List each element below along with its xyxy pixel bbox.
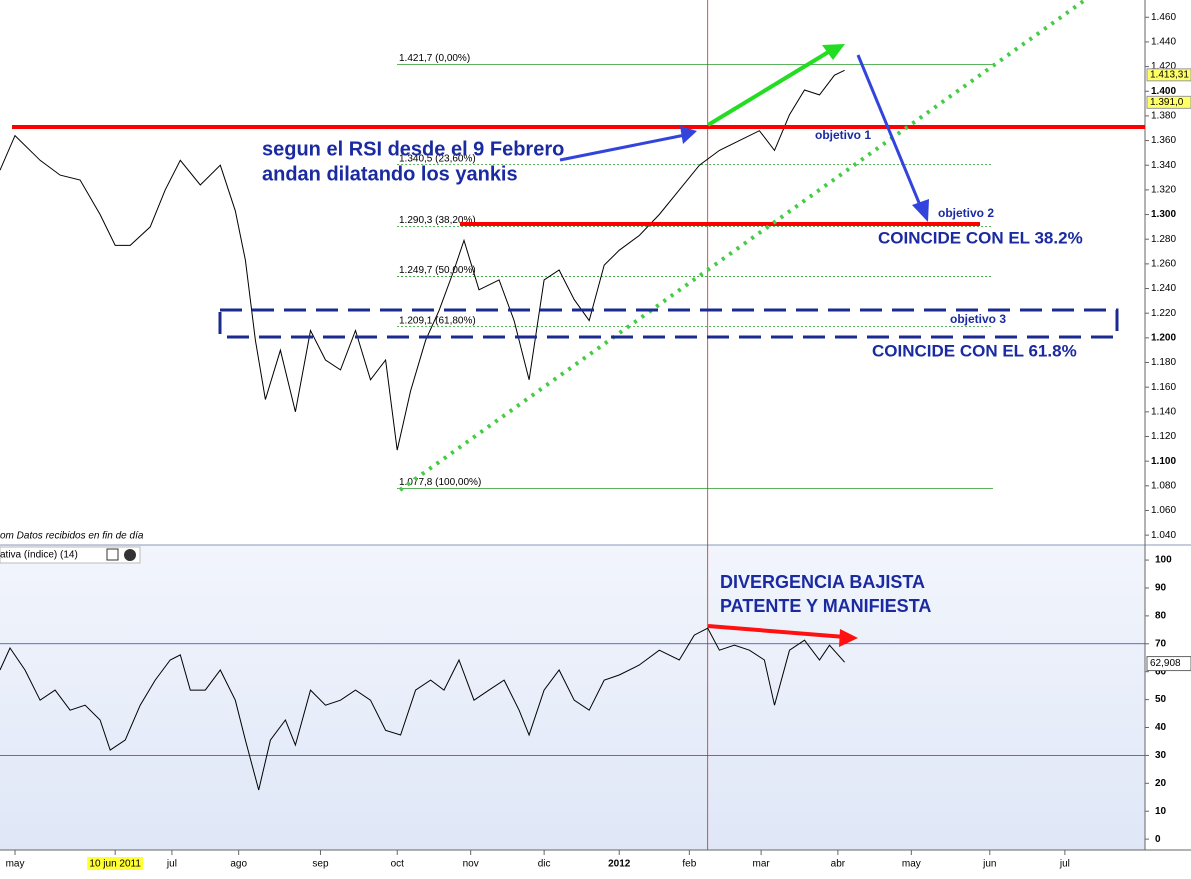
y-tick-label: 90 bbox=[1155, 583, 1167, 594]
last-tag-label: 62,908 bbox=[1150, 658, 1181, 669]
x-tick-label: dic bbox=[538, 859, 551, 870]
y-tick-label: 1.160 bbox=[1151, 382, 1176, 393]
x-tick-highlight bbox=[87, 857, 144, 870]
annotation: segun el RSI desde el 9 Febrero bbox=[262, 138, 564, 160]
x-tick-label: may bbox=[902, 859, 921, 870]
price-tag-label: 1.391,0 bbox=[1150, 97, 1184, 108]
y-tick-label: 1.420 bbox=[1151, 61, 1176, 72]
divergence-arrow bbox=[707, 624, 846, 639]
annotation: PATENTE Y MANIFIESTA bbox=[720, 596, 931, 616]
y-tick-label: 1.140 bbox=[1151, 406, 1176, 417]
y-tick-label: 1.080 bbox=[1151, 480, 1176, 491]
y-tick-label: 1.240 bbox=[1151, 283, 1176, 294]
price-tag bbox=[1146, 95, 1191, 109]
y-tick-label: 1.100 bbox=[1151, 456, 1176, 467]
x-tick-label: oct bbox=[391, 859, 405, 870]
y-tick-label: 1.060 bbox=[1151, 505, 1176, 516]
fib-label: 1.249,7 (50,00%) bbox=[399, 265, 476, 276]
pointer-arrow bbox=[559, 133, 686, 162]
x-tick-label: feb bbox=[682, 859, 696, 870]
x-tick-label: jun bbox=[982, 859, 996, 870]
x-tick-label: ago bbox=[230, 859, 247, 870]
arrowhead bbox=[839, 629, 858, 647]
y-tick-label: 0 bbox=[1155, 834, 1161, 845]
arrowhead bbox=[822, 44, 845, 60]
price-line bbox=[0, 69, 845, 451]
x-tick-label: may bbox=[6, 859, 25, 870]
x-tick-label: 2012 bbox=[608, 859, 631, 870]
y-tick-label: 1.040 bbox=[1151, 530, 1176, 541]
y-tick-label: 20 bbox=[1155, 778, 1167, 789]
y-tick-label: 50 bbox=[1155, 694, 1167, 705]
x-tick-label: jul bbox=[1059, 859, 1070, 870]
indicator-label: ativa (índice) (14) bbox=[0, 550, 78, 561]
y-tick-label: 40 bbox=[1155, 722, 1167, 733]
zone-box bbox=[218, 308, 1119, 339]
annotation: objetivo 3 bbox=[950, 312, 1006, 326]
y-tick-label: 100 bbox=[1155, 555, 1172, 566]
price-panel bbox=[0, 0, 1145, 545]
x-tick-label: abr bbox=[831, 859, 846, 870]
fib-label: 1.290,3 (38,20%) bbox=[399, 215, 476, 226]
y-tick-label: 70 bbox=[1155, 638, 1167, 649]
annotation: objetivo 1 bbox=[815, 128, 871, 142]
y-tick-label: 1.340 bbox=[1151, 160, 1176, 171]
close-icon[interactable] bbox=[124, 549, 136, 561]
annotation: objetivo 2 bbox=[938, 206, 994, 220]
last-tag bbox=[1146, 656, 1191, 672]
fib-label: 1.077,8 (100,00%) bbox=[399, 477, 481, 488]
y-tick-label: 1.220 bbox=[1151, 308, 1176, 319]
y-tick-label: 1.320 bbox=[1151, 185, 1176, 196]
annotation: andan dilatando los yankis bbox=[262, 163, 518, 185]
window-icon[interactable] bbox=[106, 548, 119, 561]
x-tick-label: 10 jun 2011 bbox=[89, 859, 141, 870]
x-tick-label: sep bbox=[312, 859, 329, 870]
up-arrow bbox=[706, 46, 837, 127]
arrowhead bbox=[680, 126, 697, 144]
y-tick-label: 1.180 bbox=[1151, 357, 1176, 368]
x-tick-label: jul bbox=[166, 859, 177, 870]
price-tag bbox=[1146, 68, 1191, 82]
arrowhead bbox=[912, 199, 929, 222]
y-tick-label: 1.200 bbox=[1151, 332, 1176, 343]
fib-label: 1.340,5 (23,60%) bbox=[399, 153, 476, 164]
y-tick-label: 80 bbox=[1155, 611, 1167, 622]
y-tick-label: 1.460 bbox=[1151, 12, 1176, 23]
y-tick-label: 1.260 bbox=[1151, 259, 1176, 270]
y-tick-label: 1.440 bbox=[1151, 37, 1176, 48]
y-tick-label: 1.120 bbox=[1151, 431, 1176, 442]
y-tick-label: 1.360 bbox=[1151, 135, 1176, 146]
y-tick-label: 1.400 bbox=[1151, 86, 1176, 97]
fib-label: 1.209,1 (61,80%) bbox=[399, 315, 476, 326]
price-tag-label: 1.413,31 bbox=[1150, 69, 1189, 80]
y-tick-label: 60 bbox=[1155, 666, 1167, 677]
y-tick-label: 1.280 bbox=[1151, 234, 1176, 245]
annotation: COINCIDE CON EL 38.2% bbox=[878, 228, 1083, 247]
down-arrow bbox=[856, 54, 924, 211]
price-line bbox=[0, 627, 845, 791]
y-tick-label: 10 bbox=[1155, 806, 1167, 817]
y-tick-label: 30 bbox=[1155, 750, 1167, 761]
y-tick-label: 1.380 bbox=[1151, 111, 1176, 122]
x-tick-label: nov bbox=[463, 859, 479, 870]
fib-label: 1.421,7 (0,00%) bbox=[399, 53, 470, 64]
x-tick-label: mar bbox=[752, 859, 770, 870]
y-tick-label: 1.300 bbox=[1151, 209, 1176, 220]
indicator-header bbox=[0, 546, 141, 564]
annotation: DIVERGENCIA BAJISTA bbox=[720, 572, 925, 592]
source-note: om Datos recibidos en fin de día bbox=[0, 531, 144, 542]
annotation: COINCIDE CON EL 61.8% bbox=[872, 341, 1077, 360]
